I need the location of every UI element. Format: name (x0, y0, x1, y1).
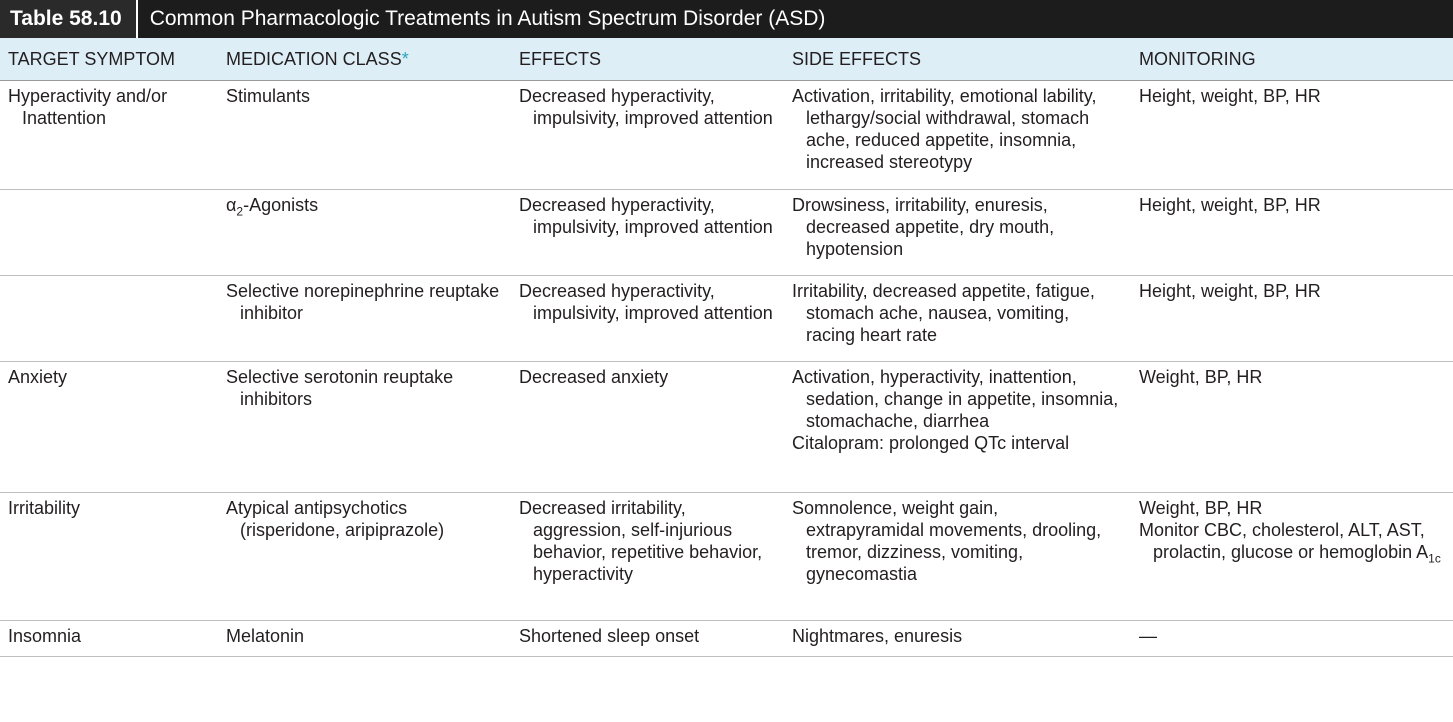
cell-med-class: Selective serotonin reuptake inhibitors (218, 361, 511, 493)
cell-target (0, 189, 218, 276)
cell-effects: Decreased irritability, aggression, self… (511, 492, 784, 621)
cell-side-effects: Activation, hyperactivity, inattention, … (784, 361, 1131, 493)
footnote-asterisk: * (401, 49, 409, 69)
header-monitoring: MONITORING (1131, 38, 1453, 81)
table-row: Selective norepinephrine reuptake inhibi… (0, 275, 1453, 362)
table-row: Insomnia Melatonin Shortened sleep onset… (0, 620, 1453, 657)
table-row: Irritability Atypical antipsychotics (ri… (0, 492, 1453, 621)
cell-target: Anxiety (0, 361, 218, 493)
cell-effects: Decreased anxiety (511, 361, 784, 493)
cell-side-effects: Activation, irritability, emotional labi… (784, 80, 1131, 190)
table-row: α2-Agonists Decreased hyperactivity, imp… (0, 189, 1453, 276)
cell-monitoring: Weight, BP, HR (1131, 361, 1453, 493)
header-side-effects: SIDE EFFECTS (784, 38, 1131, 81)
cell-med-class: Melatonin (218, 620, 511, 657)
cell-med-class: Atypical antipsychotics (risperidone, ar… (218, 492, 511, 621)
header-row: TARGET SYMPTOM MEDICATION CLASS* EFFECTS… (0, 38, 1453, 81)
cell-monitoring: Height, weight, BP, HR (1131, 275, 1453, 362)
table-row: Hyperactivity and/or Inattention Stimula… (0, 80, 1453, 190)
header-effects: EFFECTS (511, 38, 784, 81)
table-caption: Common Pharmacologic Treatments in Autis… (149, 7, 826, 30)
cell-effects: Decreased hyperactivity, impulsivity, im… (511, 275, 784, 362)
cell-target: Irritability (0, 492, 218, 621)
table-title-bar: Table 58.10 Common Pharmacologic Treatme… (0, 0, 1453, 38)
cell-target: Insomnia (0, 620, 218, 657)
cell-effects: Decreased hyperactivity, impulsivity, im… (511, 189, 784, 276)
cell-monitoring: Height, weight, BP, HR (1131, 189, 1453, 276)
cell-target: Hyperactivity and/or Inattention (0, 80, 218, 190)
cell-target (0, 275, 218, 362)
cell-med-class: Selective norepinephrine reuptake inhibi… (218, 275, 511, 362)
cell-side-effects: Nightmares, enuresis (784, 620, 1131, 657)
cell-monitoring: Height, weight, BP, HR (1131, 80, 1453, 190)
cell-effects: Shortened sleep onset (511, 620, 784, 657)
cell-monitoring: — (1131, 620, 1453, 657)
header-medication-class: MEDICATION CLASS* (218, 38, 511, 81)
cell-side-effects: Somnolence, weight gain, extrapyramidal … (784, 492, 1131, 621)
cell-med-class: α2-Agonists (218, 189, 511, 276)
cell-monitoring: Weight, BP, HR Monitor CBC, cholesterol,… (1131, 492, 1453, 621)
table-number: Table 58.10 (0, 0, 138, 38)
treatment-table: TARGET SYMPTOM MEDICATION CLASS* EFFECTS… (0, 38, 1453, 657)
cell-med-class: Stimulants (218, 80, 511, 190)
header-target-symptom: TARGET SYMPTOM (0, 38, 218, 81)
cell-side-effects: Drowsiness, irritability, enuresis, decr… (784, 189, 1131, 276)
cell-side-effects: Irritability, decreased appetite, fatigu… (784, 275, 1131, 362)
cell-effects: Decreased hyperactivity, impulsivity, im… (511, 80, 784, 190)
table-row: Anxiety Selective serotonin reuptake inh… (0, 361, 1453, 493)
